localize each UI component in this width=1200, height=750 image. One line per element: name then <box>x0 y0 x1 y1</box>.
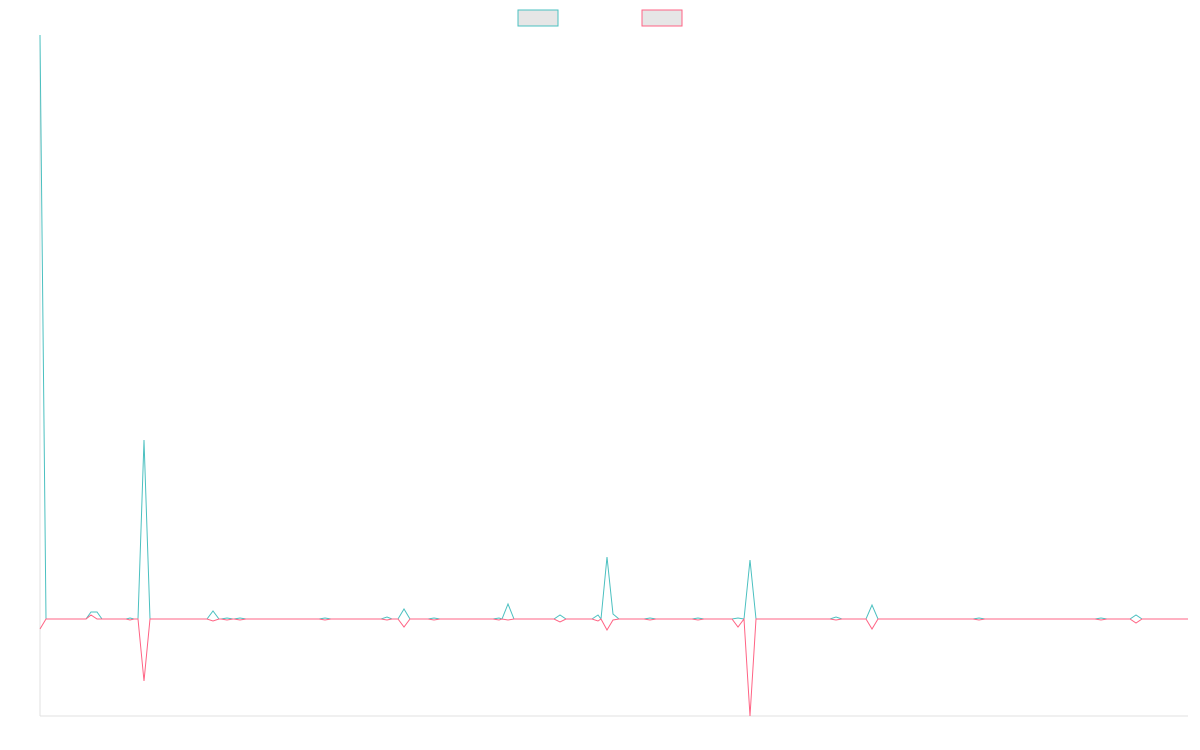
line-series <box>39 34 1188 621</box>
line-series <box>39 614 1188 717</box>
legend-swatch[interactable] <box>641 9 683 27</box>
legend-swatch[interactable] <box>517 9 559 27</box>
